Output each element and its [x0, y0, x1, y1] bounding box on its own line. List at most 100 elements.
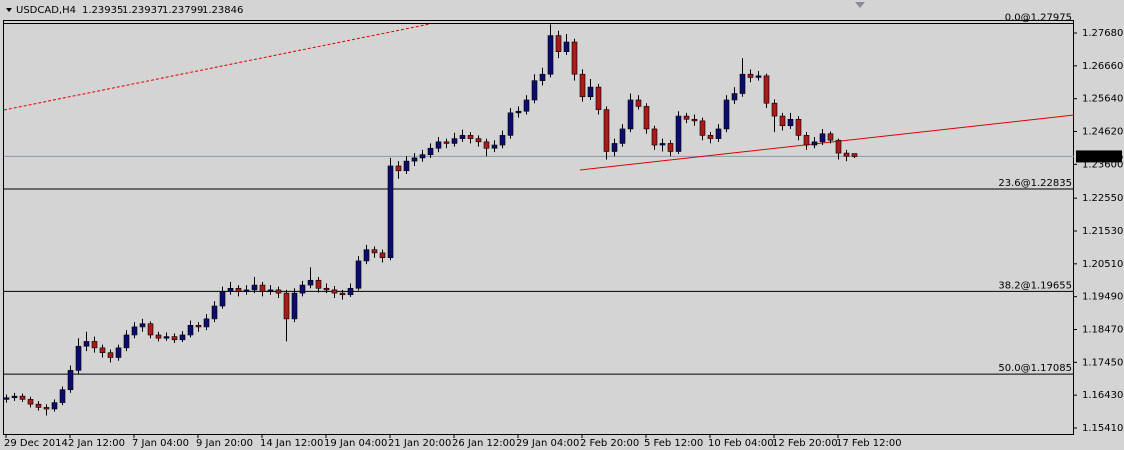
- candle-body: [755, 75, 762, 78]
- candle-body: [83, 341, 90, 347]
- candle-body: [251, 284, 258, 291]
- ohlc-open: 1.23935: [82, 5, 123, 16]
- candle-body: [795, 118, 802, 136]
- candle-body: [667, 143, 674, 152]
- candle-body: [627, 99, 634, 130]
- candle-body: [243, 289, 250, 292]
- x-tick-label: 29 Dec 2014: [4, 438, 68, 449]
- candle-body: [19, 395, 26, 400]
- candle-body: [395, 165, 402, 172]
- candle-body: [619, 128, 626, 144]
- candle-body: [91, 341, 98, 349]
- x-tick-label: 2 Jan 12:00: [68, 438, 125, 449]
- candle-body: [811, 141, 818, 146]
- candle-body: [651, 128, 658, 146]
- x-tick-label: 14 Jan 12:00: [260, 438, 323, 449]
- candle-body: [571, 41, 578, 75]
- x-tick-label: 17 Feb 12:00: [836, 438, 902, 449]
- candle-body: [267, 289, 274, 292]
- menu-arrow: [6, 8, 12, 12]
- x-tick-label: 26 Jan 12:00: [452, 438, 515, 449]
- fib-label: 0.0@1.27975: [1005, 13, 1072, 24]
- y-tick-label: 1.24620: [1082, 127, 1123, 138]
- candle-body: [3, 397, 10, 400]
- candle-body: [323, 287, 330, 291]
- y-tick-label: 1.20510: [1082, 259, 1123, 270]
- candle-body: [227, 287, 234, 292]
- candle-body: [371, 249, 378, 254]
- candle-body: [659, 143, 666, 146]
- candle-body: [419, 154, 426, 159]
- candle-body: [507, 112, 514, 136]
- candle-body: [579, 73, 586, 98]
- candle-body: [75, 345, 82, 371]
- candle-body: [739, 73, 746, 94]
- y-tick-label: 1.23600: [1082, 159, 1123, 170]
- candle-body: [315, 279, 322, 289]
- candle-body: [179, 334, 186, 341]
- candle-body: [155, 334, 162, 339]
- candle-body: [403, 160, 410, 172]
- candle-body: [411, 157, 418, 162]
- candle-body: [187, 325, 194, 336]
- candle-body: [803, 135, 810, 146]
- candle-body: [683, 115, 690, 120]
- candle-body: [523, 99, 530, 112]
- candle-body: [211, 305, 218, 320]
- candle-body: [515, 110, 522, 114]
- candle-body: [531, 80, 538, 101]
- ohlc-close: 1.23846: [202, 5, 243, 16]
- candle-body: [763, 75, 770, 104]
- ohlc-low: 1.23799: [162, 5, 203, 16]
- candle-body: [563, 41, 570, 52]
- candle-body: [59, 389, 66, 403]
- candle-body: [851, 153, 858, 157]
- candle-body: [131, 326, 138, 336]
- candle-body: [475, 138, 482, 143]
- candle-body: [387, 165, 394, 259]
- candle-body: [115, 347, 122, 358]
- candle-body: [307, 279, 314, 286]
- candle-body: [443, 141, 450, 144]
- candle-body: [67, 370, 74, 391]
- x-tick-label: 19 Jan 04:00: [324, 438, 387, 449]
- candle-body: [771, 102, 778, 117]
- candle-body: [835, 139, 842, 154]
- candle-body: [779, 115, 786, 127]
- price-box: [1076, 150, 1122, 163]
- candle-body: [139, 323, 146, 328]
- candle-body: [331, 289, 338, 294]
- candle-body: [459, 135, 466, 139]
- candle-body: [107, 352, 114, 358]
- candle-body: [291, 292, 298, 320]
- x-tick-label: 2 Feb 20:00: [580, 438, 639, 449]
- x-tick-label: 10 Feb 04:00: [708, 438, 774, 449]
- candle-body: [675, 115, 682, 152]
- candle-body: [259, 284, 266, 292]
- y-tick-label: 1.22550: [1082, 193, 1123, 204]
- candle-body: [43, 407, 50, 410]
- candle-body: [715, 128, 722, 139]
- trendline: [579, 114, 1075, 171]
- y-tick-label: 1.25640: [1082, 94, 1123, 105]
- y-tick-label: 1.16430: [1082, 390, 1123, 401]
- candle-body: [787, 118, 794, 127]
- y-tick-label: 1.15410: [1082, 423, 1123, 434]
- candle-body: [51, 402, 58, 410]
- candle-body: [283, 292, 290, 320]
- candle-body: [483, 141, 490, 149]
- candle-body: [643, 106, 650, 130]
- candle-body: [195, 325, 202, 328]
- x-tick-label: 21 Jan 20:00: [388, 438, 451, 449]
- candle-body: [339, 292, 346, 296]
- candle-body: [235, 287, 242, 292]
- plot-frame: [3, 20, 1074, 435]
- ohlc-high: 1.23937: [122, 5, 163, 16]
- candle-body: [491, 144, 498, 149]
- x-tick-label: 29 Jan 04:00: [516, 438, 579, 449]
- y-tick-label: 1.17450: [1082, 357, 1123, 368]
- candle-body: [691, 118, 698, 122]
- candle-body: [707, 135, 714, 139]
